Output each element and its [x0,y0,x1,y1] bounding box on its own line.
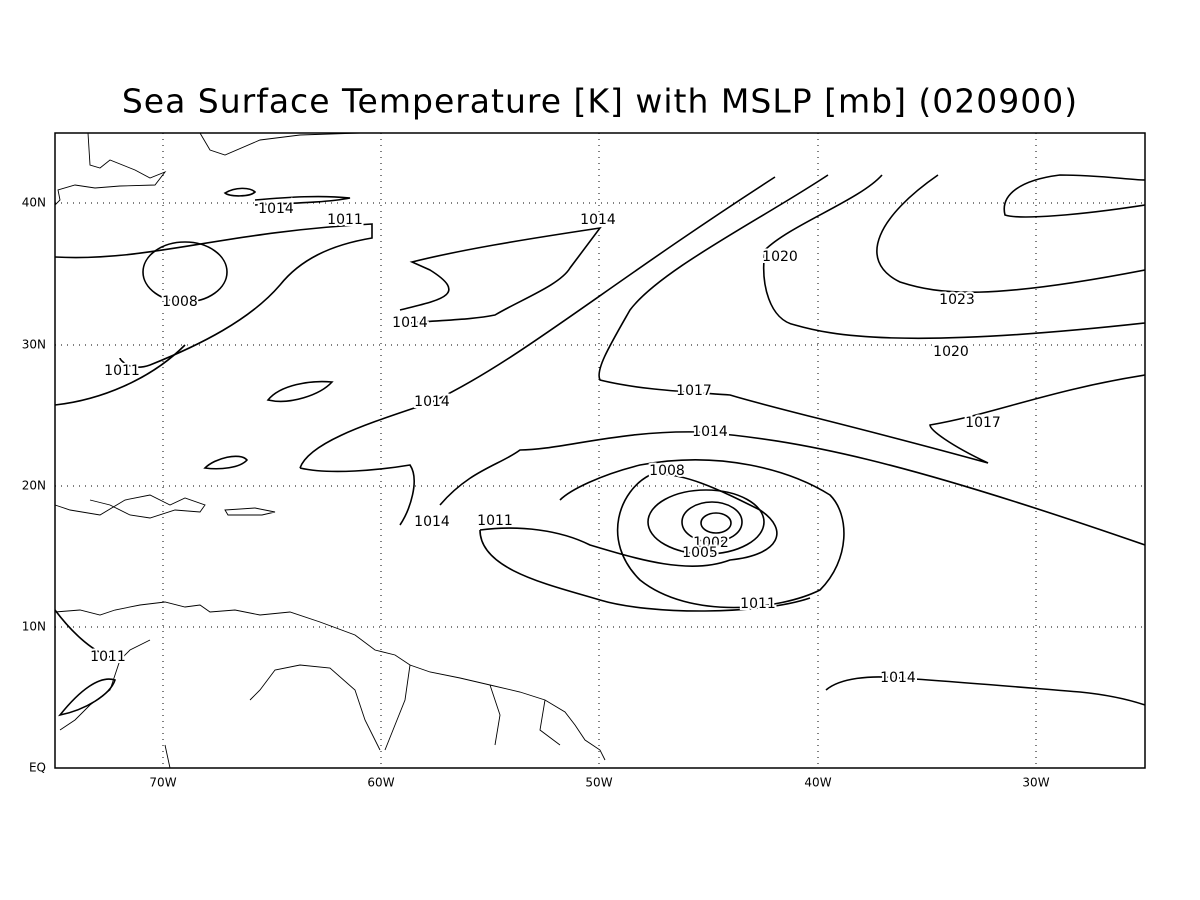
contour-line [681,501,743,543]
contour-line [54,344,334,470]
contour-line [647,489,765,555]
contour-label: 1011 [90,649,126,665]
y-tick-label: 40N [22,196,46,210]
contour-label: 1014 [258,201,294,217]
x-tick-label: 50W [585,776,612,790]
contour-label: 1008 [649,463,685,479]
labels: 70W 60W 50W 40W 30W EQ 10N 20N 30N 40N 1014 1011 100… [22,196,1050,790]
contour-line [876,174,1146,294]
contour-label: 1011 [477,513,513,529]
contour-label: 1014 [580,212,616,228]
contour-label: 1005 [682,545,718,561]
contour-line [399,226,602,324]
contour-label: 1014 [414,514,450,530]
contour-line [299,176,1146,546]
x-tick-label: 30W [1022,776,1049,790]
contour-label: 1014 [692,424,728,440]
contour-label: 1020 [762,249,798,265]
coastline [54,494,276,519]
contour-line [763,174,1146,340]
contour-label: 1020 [933,344,969,360]
contour-label: 1011 [327,212,363,228]
contour-label: 1008 [162,294,198,310]
contour-line [598,174,1146,464]
contour-label: 1011 [104,363,140,379]
x-tick-label: 40W [804,776,831,790]
contour-label: 1017 [965,415,1001,431]
x-tick-label: 70W [149,776,176,790]
coastline [54,132,361,206]
y-tick-label: 30N [22,338,46,352]
contour-label: 1017 [676,383,712,399]
contour-line [700,512,732,534]
contour-line [223,187,351,206]
map-title: Sea Surface Temperature [K] with MSLP [m… [122,82,1078,121]
contour-label: 1023 [939,292,975,308]
coastline [54,601,606,769]
contour-line [142,241,228,303]
y-tick-label: 10N [22,620,46,634]
coastlines [54,132,606,769]
contour-line [54,609,117,717]
pressure-contours [54,174,1146,717]
y-tick-label: EQ [29,761,46,775]
contour-line [54,223,373,368]
contour-line [825,676,1146,706]
map-frame [54,132,1146,769]
contour-line [479,459,845,612]
contour-label: 1014 [392,315,428,331]
y-tick-label: 20N [22,479,46,493]
x-tick-label: 60W [367,776,394,790]
contour-label: 1002 [693,535,729,551]
contour-label: 1014 [880,670,916,686]
contour-label: 1011 [740,596,776,612]
contour-label: 1014 [414,394,450,410]
